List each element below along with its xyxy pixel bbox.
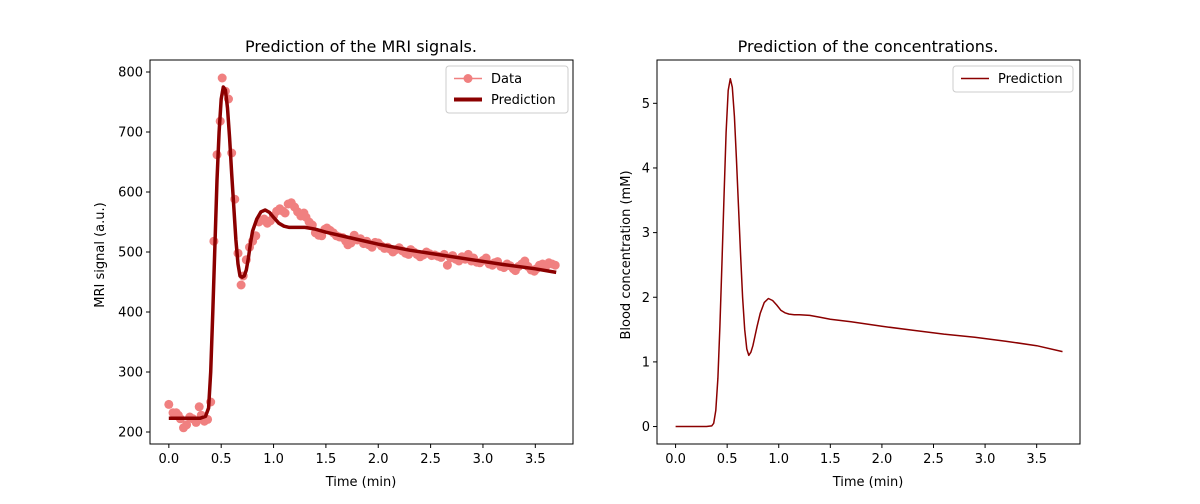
- x-tick-label: 0.5: [211, 452, 232, 467]
- legend-label-prediction: Prediction: [998, 72, 1063, 87]
- data-point: [194, 402, 204, 412]
- x-tick-label: 2.0: [368, 452, 389, 467]
- data-point: [442, 260, 452, 270]
- legend-data-marker: [463, 74, 473, 83]
- y-tick-label: 2: [642, 291, 650, 306]
- y-tick-label: 700: [118, 126, 143, 141]
- x-tick-label: 0.5: [717, 452, 738, 467]
- x-tick-label: 3.0: [473, 452, 494, 467]
- x-tick-label: 2.5: [923, 452, 944, 467]
- chart-title: Prediction of the MRI signals.: [245, 37, 477, 56]
- data-point: [280, 208, 290, 218]
- legend-label-prediction: Prediction: [491, 93, 556, 108]
- prediction-line: [675, 77, 1063, 428]
- x-tick-label: 0.0: [159, 452, 180, 467]
- y-tick-label: 1: [642, 355, 650, 370]
- x-tick-label: 2.5: [420, 452, 441, 467]
- data-point: [164, 399, 174, 409]
- data-point: [236, 280, 246, 290]
- y-tick-label: 200: [118, 426, 143, 441]
- x-axis-label: Time (min): [832, 475, 904, 490]
- y-tick-label: 300: [118, 366, 143, 381]
- x-axis-label: Time (min): [325, 475, 397, 490]
- data-point: [217, 73, 227, 83]
- y-axis-label: Blood concentration (mM): [619, 170, 634, 339]
- prediction-line: [168, 85, 557, 420]
- data-point: [550, 260, 560, 270]
- y-tick-label: 4: [642, 161, 650, 176]
- y-tick-label: 400: [118, 306, 143, 321]
- concentration-chart: Prediction of the concentrations. 0.0 0.5…: [619, 37, 1081, 490]
- x-tick-label: 3.5: [1026, 452, 1047, 467]
- y-axis-label: MRI signal (a.u.): [93, 202, 108, 307]
- y-tick-label: 600: [118, 186, 143, 201]
- x-tick-label: 1.5: [316, 452, 337, 467]
- legend: Data Prediction: [445, 65, 569, 114]
- data-point: [191, 417, 201, 427]
- axes-frame: [656, 59, 1081, 445]
- legend: Prediction: [952, 65, 1074, 93]
- x-tick-label: 3.0: [975, 452, 996, 467]
- data-point: [182, 420, 192, 430]
- x-tick-label: 2.0: [872, 452, 893, 467]
- x-tick-label: 0.0: [665, 452, 686, 467]
- y-tick-label: 800: [118, 66, 143, 81]
- x-tick-label: 1.5: [820, 452, 841, 467]
- x-tick-label: 1.0: [768, 452, 789, 467]
- legend-frame: [952, 65, 1074, 93]
- plot-area: 0.0 0.5 1.0 1.5 2.0 2.5 3.0 3.5 200 300 400 500 600 7…: [118, 59, 574, 467]
- chart-title: Prediction of the concentrations.: [738, 37, 999, 56]
- y-tick-label: 500: [118, 246, 143, 261]
- y-tick-label: 5: [642, 97, 650, 112]
- plot-area: 0.0 0.5 1.0 1.5 2.0 2.5 3.0 3.5 0 1 2 3 4 5: [642, 59, 1081, 467]
- y-tick-label: 0: [642, 420, 650, 435]
- y-tick-label: 3: [642, 226, 650, 241]
- legend-label-data: Data: [491, 72, 522, 87]
- x-tick-label: 3.5: [525, 452, 546, 467]
- x-tick-label: 1.0: [263, 452, 284, 467]
- mri-signal-chart: Prediction of the MRI signals. 0.0 0.5 1.0…: [93, 37, 574, 490]
